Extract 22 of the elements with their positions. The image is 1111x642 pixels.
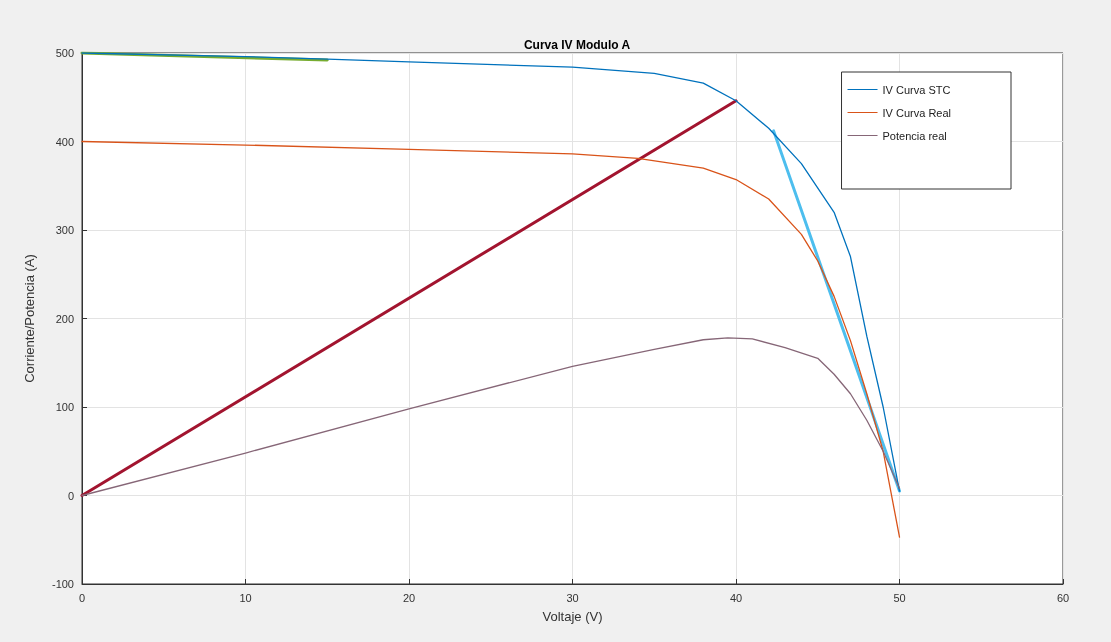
y-tick-label: 400 <box>55 135 74 148</box>
y-tick-label: 300 <box>55 224 74 236</box>
legend-label: IV Curva Real <box>882 106 952 119</box>
y-axis-title: Corriente/Potencia (A) <box>22 254 37 383</box>
legend-label: IV Curva STC <box>882 83 951 96</box>
y-tick-label: 100 <box>55 401 74 413</box>
x-axis-title: Voltaje (V) <box>542 609 603 624</box>
x-tick-label: 60 <box>1056 591 1070 604</box>
x-tick-label: 0 <box>78 591 86 604</box>
y-tick-label: 0 <box>67 489 74 502</box>
x-tick-label: 20 <box>402 591 416 604</box>
x-tick-label: 10 <box>239 591 252 604</box>
x-tick-label: 50 <box>893 591 906 604</box>
legend-label: Potencia real <box>882 129 947 142</box>
y-tick-label: 500 <box>55 47 74 59</box>
line-series <box>81 140 901 538</box>
line-series <box>81 337 901 497</box>
y-tick-label: -100 <box>51 578 74 590</box>
x-tick-label: 40 <box>729 591 743 604</box>
chart-title: Curva IV Modulo A <box>523 38 631 52</box>
y-tick-label: 200 <box>55 312 74 325</box>
x-tick-label: 30 <box>566 591 579 604</box>
